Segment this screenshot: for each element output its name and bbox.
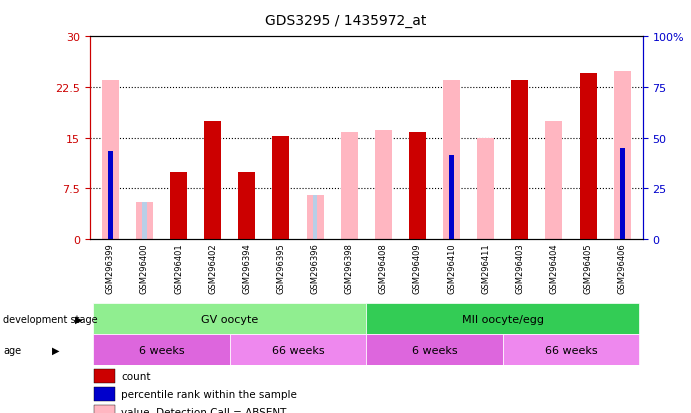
Text: GV oocyte: GV oocyte <box>201 314 258 324</box>
Text: ▶: ▶ <box>75 314 82 324</box>
Bar <box>341 133 358 240</box>
Text: GDS3295 / 1435972_at: GDS3295 / 1435972_at <box>265 14 426 28</box>
Bar <box>93 304 366 335</box>
Text: 66 weeks: 66 weeks <box>272 345 324 355</box>
Bar <box>94 369 115 383</box>
Text: MII oocyte/egg: MII oocyte/egg <box>462 314 544 324</box>
Bar <box>272 137 290 240</box>
Text: age: age <box>3 345 21 355</box>
Bar <box>93 335 229 366</box>
Bar <box>170 172 187 240</box>
Bar <box>142 202 146 240</box>
Bar <box>580 74 596 240</box>
Text: development stage: development stage <box>3 314 98 324</box>
Bar <box>94 387 115 401</box>
Bar <box>375 130 392 240</box>
Text: 6 weeks: 6 weeks <box>139 345 184 355</box>
Bar <box>94 405 115 413</box>
Bar <box>102 81 119 240</box>
Bar <box>307 196 323 240</box>
Bar <box>136 202 153 240</box>
Bar <box>204 121 221 240</box>
Bar <box>366 304 639 335</box>
Text: count: count <box>121 371 151 381</box>
Bar <box>614 72 631 240</box>
Bar <box>503 335 639 366</box>
Text: ▶: ▶ <box>52 345 59 355</box>
Bar <box>477 138 494 240</box>
Bar <box>238 172 256 240</box>
Bar <box>312 196 317 240</box>
Bar <box>449 155 454 240</box>
Bar <box>511 81 529 240</box>
Bar <box>108 152 113 240</box>
Bar <box>229 335 366 366</box>
Text: value, Detection Call = ABSENT: value, Detection Call = ABSENT <box>121 407 286 413</box>
Text: 6 weeks: 6 weeks <box>412 345 457 355</box>
Bar <box>443 81 460 240</box>
Bar <box>545 121 562 240</box>
Bar <box>620 148 625 240</box>
Bar <box>366 335 503 366</box>
Text: 66 weeks: 66 weeks <box>545 345 597 355</box>
Text: percentile rank within the sample: percentile rank within the sample <box>121 389 297 399</box>
Bar <box>409 133 426 240</box>
